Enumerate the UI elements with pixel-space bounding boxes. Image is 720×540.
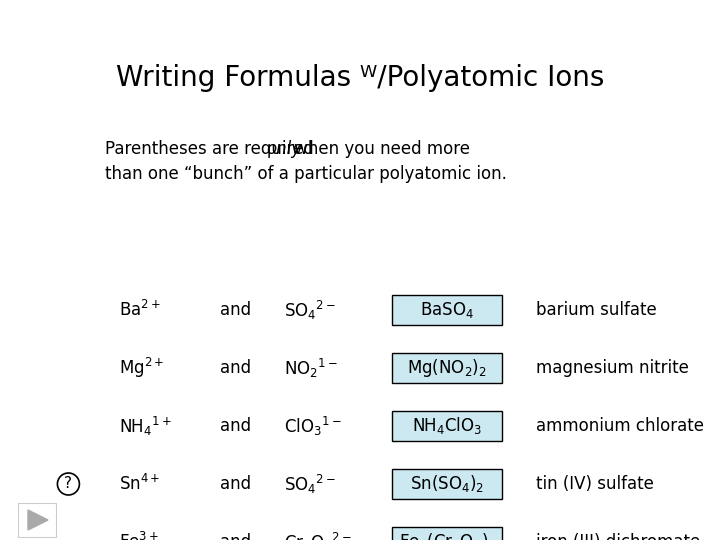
Text: barium sulfate: barium sulfate xyxy=(536,301,657,319)
Text: Fe$^{3+}$: Fe$^{3+}$ xyxy=(119,532,159,540)
Text: and: and xyxy=(220,359,251,377)
Text: and: and xyxy=(220,301,251,319)
FancyBboxPatch shape xyxy=(392,353,503,383)
Text: NO$_2$$^{1-}$: NO$_2$$^{1-}$ xyxy=(284,356,338,380)
Text: and: and xyxy=(220,417,251,435)
Text: and: and xyxy=(220,475,251,493)
Text: Parentheses are required: Parentheses are required xyxy=(105,140,319,158)
Text: Fe$_2$(Cr$_2$O$_7$)$_3$: Fe$_2$(Cr$_2$O$_7$)$_3$ xyxy=(399,531,496,540)
Text: iron (III) dichromate: iron (III) dichromate xyxy=(536,533,701,540)
Text: Cr$_2$O$_7$$^{2-}$: Cr$_2$O$_7$$^{2-}$ xyxy=(284,530,353,540)
Text: than one “bunch” of a particular polyatomic ion.: than one “bunch” of a particular polyato… xyxy=(105,165,507,183)
Polygon shape xyxy=(28,510,48,530)
Text: BaSO$_4$: BaSO$_4$ xyxy=(420,300,474,320)
Text: Writing Formulas ᵂ/Polyatomic Ions: Writing Formulas ᵂ/Polyatomic Ions xyxy=(116,64,604,92)
Text: when you need more: when you need more xyxy=(289,140,470,158)
FancyBboxPatch shape xyxy=(392,411,503,441)
Text: Ba$^{2+}$: Ba$^{2+}$ xyxy=(119,300,161,320)
Text: SO$_4$$^{2-}$: SO$_4$$^{2-}$ xyxy=(284,299,336,321)
FancyBboxPatch shape xyxy=(392,527,503,540)
Text: NH$_4$ClO$_3$: NH$_4$ClO$_3$ xyxy=(413,415,482,436)
Text: Sn$^{4+}$: Sn$^{4+}$ xyxy=(119,474,161,494)
Text: Mg(NO$_2$)$_2$: Mg(NO$_2$)$_2$ xyxy=(408,357,487,379)
FancyBboxPatch shape xyxy=(392,295,503,325)
Text: Sn(SO$_4$)$_2$: Sn(SO$_4$)$_2$ xyxy=(410,474,485,495)
FancyBboxPatch shape xyxy=(392,469,503,499)
Text: ?: ? xyxy=(64,476,73,491)
Text: ClO$_3$$^{1-}$: ClO$_3$$^{1-}$ xyxy=(284,415,342,437)
Text: tin (IV) sulfate: tin (IV) sulfate xyxy=(536,475,654,493)
Text: and: and xyxy=(220,533,251,540)
Text: magnesium nitrite: magnesium nitrite xyxy=(536,359,689,377)
Text: NH$_4$$^{1+}$: NH$_4$$^{1+}$ xyxy=(119,415,171,437)
Text: only: only xyxy=(266,140,301,158)
Text: SO$_4$$^{2-}$: SO$_4$$^{2-}$ xyxy=(284,472,336,496)
Text: Mg$^{2+}$: Mg$^{2+}$ xyxy=(119,356,164,380)
Text: ammonium chlorate: ammonium chlorate xyxy=(536,417,704,435)
